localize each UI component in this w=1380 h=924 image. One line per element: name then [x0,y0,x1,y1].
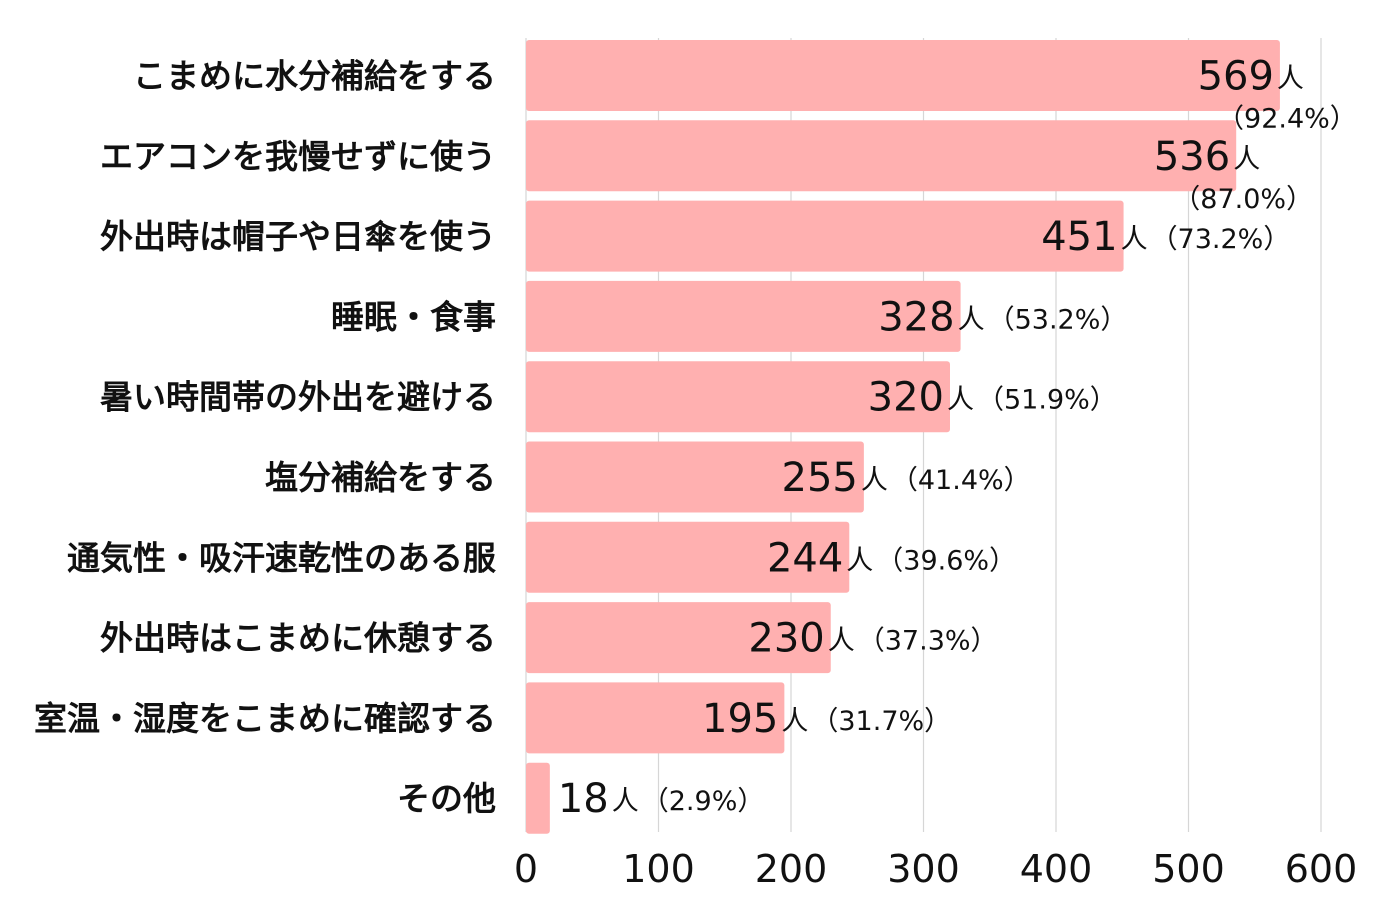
category-label: その他 [397,779,496,818]
percent-label: （37.3%） [858,626,998,657]
value-label: 255 [782,455,858,501]
percent-label: （39.6%） [876,545,1016,576]
value-label: 569 [1198,54,1274,100]
category-label: 睡眠・食事 [331,297,496,336]
bar [526,361,950,433]
bar [526,762,550,834]
unit-label: 人 [1121,224,1148,255]
category-label: 外出時は帽子や日傘を使う [100,217,496,256]
x-tick-label: 200 [755,847,828,891]
bar-layer [526,40,1280,834]
bar [526,40,1280,111]
value-label: 451 [1041,214,1117,260]
bar [526,521,850,593]
unit-label: 人 [846,545,873,576]
category-label: こまめに水分補給をする [133,57,496,96]
percent-label: （53.2%） [988,304,1128,335]
category-label: 通気性・吸汗速乾性のある服 [67,538,496,577]
x-tick-label: 500 [1152,847,1225,891]
label-layer: こまめに水分補給をする 569 人（92.4%）エアコンを我慢せずに使う 536 人（8… [34,54,1357,823]
unit-label: 人 [612,786,639,817]
category-label: 外出時はこまめに休憩する [100,619,496,658]
percent-label: （73.2%） [1151,224,1291,255]
x-tick-label: 300 [887,847,960,891]
category-label: 塩分補給をする [265,458,496,497]
category-label: 室温・湿度をこまめに確認する [34,699,496,738]
category-label: エアコンを我慢せずに使う [100,137,496,176]
unit-label: 人 [1277,64,1304,95]
bar [526,682,785,754]
percent-label: （2.9%） [642,786,765,817]
percent-label: （31.7%） [811,706,951,737]
value-label: 244 [767,535,843,581]
unit-label: 人 [1233,144,1260,175]
x-tick-label: 400 [1020,847,1093,891]
value-label: 320 [868,375,944,421]
value-label: 230 [748,616,824,662]
unit-label: 人 [828,626,855,657]
x-tick-label: 100 [622,847,695,891]
value-label: 328 [878,294,954,340]
percent-label: （51.9%） [977,385,1117,416]
bar [526,200,1124,272]
unit-label: 人 [861,465,888,496]
bar [526,120,1237,192]
unit-label: 人 [947,385,974,416]
x-tick-label: 600 [1285,847,1358,891]
bar [526,280,961,352]
x-axis: 0 100 200 300 400 500 600 [514,847,1357,891]
value-label: 536 [1154,134,1230,180]
unit-label: 人 [781,706,808,737]
value-label: 195 [702,696,778,742]
percent-label: （92.4%） [1217,104,1357,135]
bar [526,602,831,674]
category-label: 暑い時間帯の外出を避ける [100,378,496,417]
percent-label: （87.0%） [1173,184,1313,215]
x-tick-label: 0 [514,847,538,891]
value-label: 18 [558,776,609,822]
percent-label: （41.4%） [891,465,1031,496]
unit-label: 人 [958,304,985,335]
bar [526,441,864,513]
